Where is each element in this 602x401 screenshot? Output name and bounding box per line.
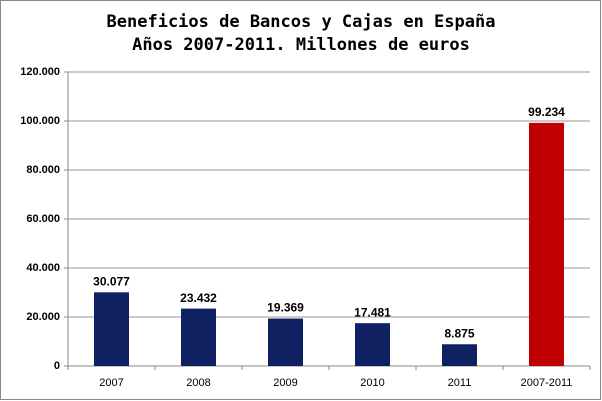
y-tick-label: 60.000 (26, 213, 60, 225)
y-tick-label: 0 (54, 360, 60, 372)
value-label: 23.432 (180, 291, 217, 305)
value-label: 19.369 (267, 301, 304, 315)
y-tick-label: 40.000 (26, 262, 60, 274)
x-tick-label: 2011 (448, 377, 472, 389)
bar (529, 122, 564, 366)
x-tick-label: 2010 (360, 377, 384, 389)
x-tick-label: 2007 (99, 377, 123, 389)
bar (268, 318, 303, 366)
value-label: 99.234 (528, 105, 565, 119)
x-tick-label: 2009 (273, 377, 297, 389)
y-tick-label: 120.000 (20, 66, 60, 78)
value-label: 8.875 (444, 326, 474, 340)
value-label: 17.481 (354, 305, 391, 319)
bar (181, 308, 216, 366)
bar (355, 323, 390, 366)
x-tick-label: 2008 (186, 377, 210, 389)
bar (442, 344, 477, 366)
bar (94, 292, 129, 366)
chart-title: Beneficios de Bancos y Cajas en España (107, 12, 496, 32)
chart-subtitle: Años 2007-2011. Millones de euros (132, 35, 470, 55)
x-tick-label: 2007-2011 (521, 377, 573, 389)
y-tick-label: 80.000 (26, 164, 60, 176)
value-label: 30.077 (93, 274, 130, 288)
y-tick-label: 100.000 (20, 115, 60, 127)
y-tick-label: 20.000 (26, 311, 60, 323)
